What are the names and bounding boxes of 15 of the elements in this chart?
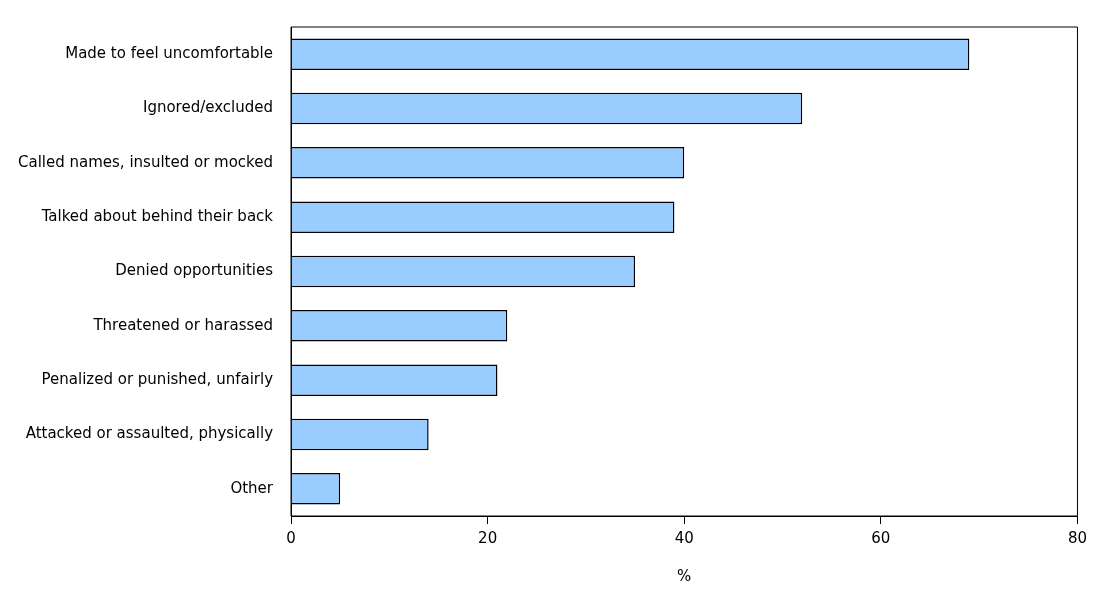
x-tick-label: 80 [1067, 528, 1087, 547]
x-tick-label: 0 [286, 528, 296, 547]
y-tick-label: Attacked or assaulted, physically [25, 424, 274, 443]
y-tick-label: Made to feel uncomfortable [65, 44, 274, 63]
x-tick-label: 40 [674, 528, 694, 547]
x-axis-title: % [677, 566, 692, 585]
y-tick-label: Threatened or harassed [92, 315, 274, 334]
y-tick-label: Ignored/excluded [142, 98, 274, 117]
x-tick-label: 60 [871, 528, 891, 547]
y-tick-label: Denied opportunities [115, 261, 274, 280]
y-tick-label: Other [230, 478, 274, 497]
y-tick-label: Talked about behind their back [40, 207, 274, 226]
y-tick-label: Penalized or punished, unfairly [41, 370, 274, 389]
y-tick-label: Called names, insulted or mocked [17, 152, 274, 171]
x-tick-label: 20 [478, 528, 498, 547]
